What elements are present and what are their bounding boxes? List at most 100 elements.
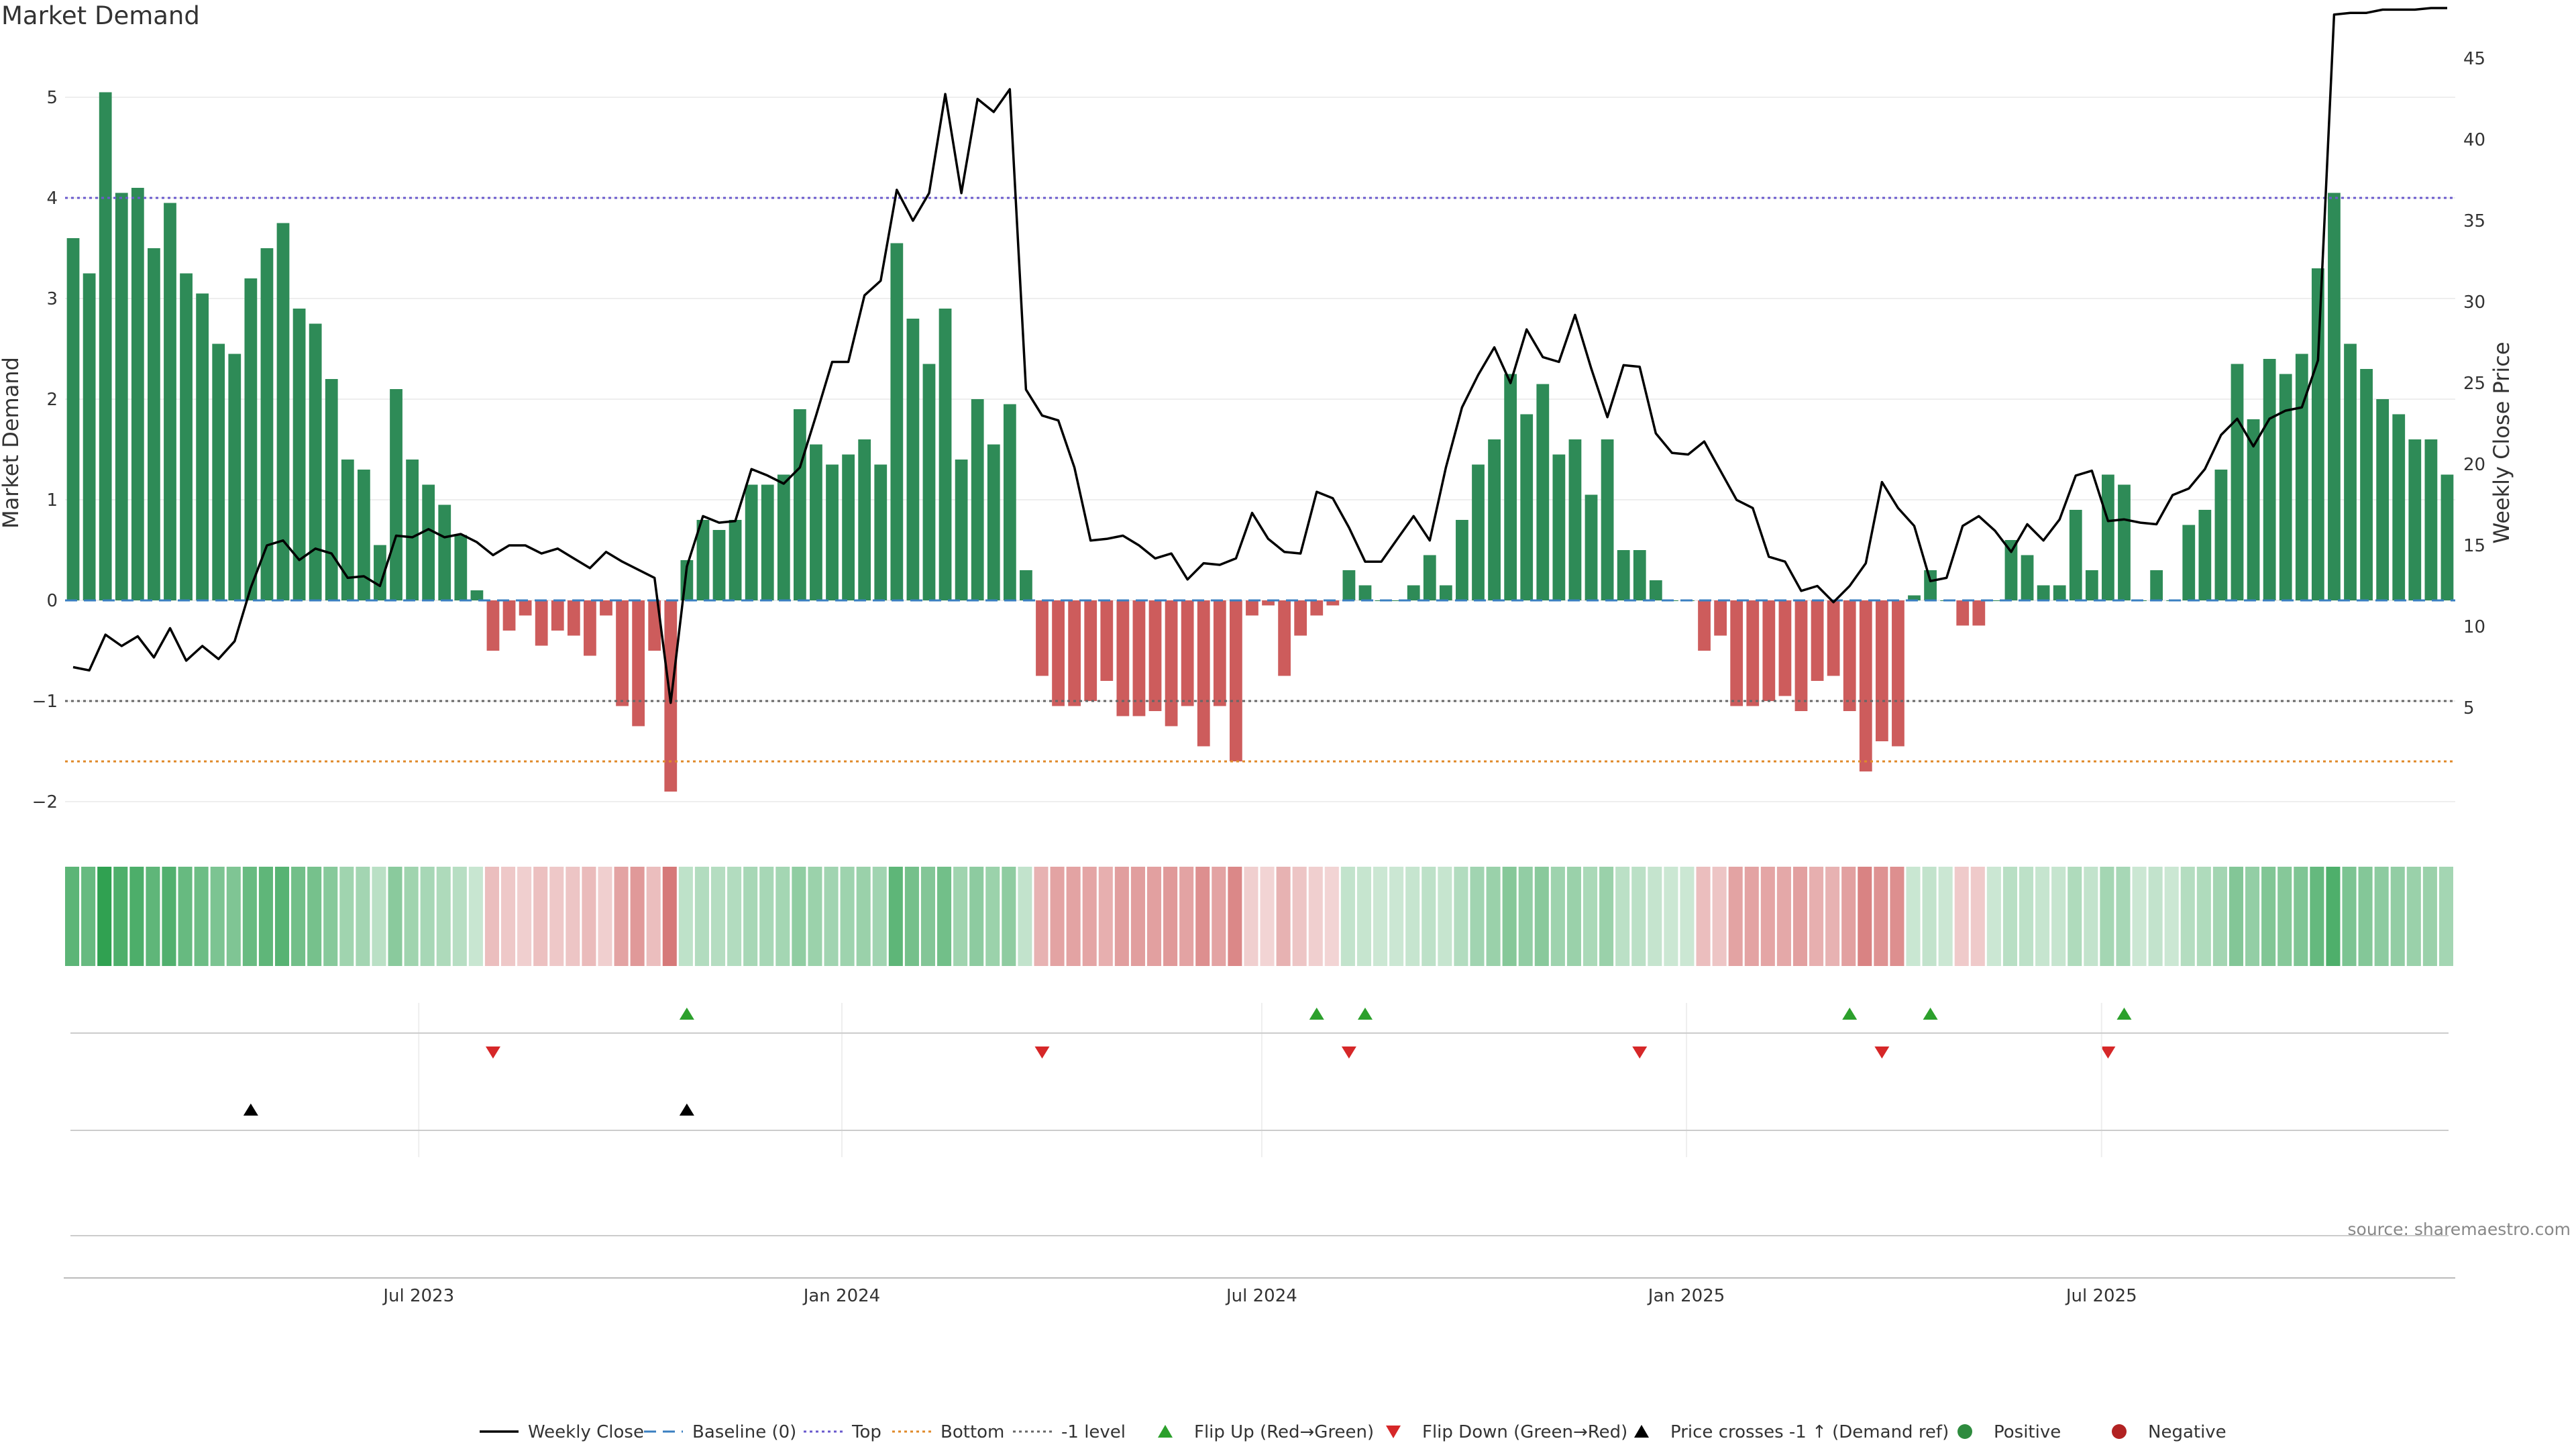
heat-cell	[1599, 867, 1614, 966]
grid-layer	[65, 97, 2455, 802]
heat-cell	[953, 867, 968, 966]
demand-bar	[390, 389, 402, 600]
demand-bar	[325, 379, 338, 600]
demand-bar	[164, 203, 176, 600]
demand-bar	[2053, 585, 2066, 600]
demand-bar	[1358, 585, 1372, 600]
heat-cell	[113, 867, 128, 966]
demand-bar	[2069, 510, 2082, 600]
heat-cell	[743, 867, 758, 966]
left-y-tick-label: 3	[46, 289, 58, 309]
heat-cell	[194, 867, 209, 966]
heat-cell	[1292, 867, 1307, 966]
heat-cell	[1712, 867, 1727, 966]
heat-cell	[501, 867, 516, 966]
heat-cell	[323, 867, 338, 966]
demand-bar	[1439, 585, 1452, 600]
heat-cell	[1809, 867, 1824, 966]
right-y-axis-label: Weekly Close Price	[2489, 341, 2514, 543]
heat-cell	[1356, 867, 1372, 966]
heat-cell	[2116, 867, 2131, 966]
demand-bar	[422, 484, 435, 600]
demand-bar	[2085, 570, 2098, 600]
heat-cell	[242, 867, 257, 966]
demand-bar	[2295, 354, 2308, 600]
heat-cell	[162, 867, 176, 966]
legend-label: Negative	[2148, 1422, 2226, 1442]
heat-cell	[1098, 867, 1113, 966]
demand-bar	[1456, 520, 1468, 600]
heat-cell	[2374, 867, 2389, 966]
demand-bar	[2231, 364, 2244, 600]
heat-cell	[1470, 867, 1485, 966]
demand-bar	[148, 248, 160, 600]
demand-bar	[1294, 600, 1307, 636]
demand-bar	[1536, 384, 1550, 600]
right-y-tick-label: 15	[2463, 536, 2485, 556]
heat-cell	[2019, 867, 2034, 966]
heat-cell	[1212, 867, 1226, 966]
heat-cell	[2438, 867, 2453, 966]
legend-label: Price crosses -1 ↑ (Demand ref)	[1670, 1422, 1949, 1442]
demand-bar	[1084, 600, 1097, 701]
demand-bar	[826, 464, 839, 600]
heat-cell	[598, 867, 612, 966]
demand-bar	[66, 238, 80, 600]
demand-bar	[2182, 525, 2196, 600]
heat-cell	[1970, 867, 1985, 966]
heat-cell	[1680, 867, 1695, 966]
heat-cell	[2002, 867, 2017, 966]
heat-cell	[710, 867, 726, 966]
heat-cell	[2051, 867, 2066, 966]
heat-cell	[969, 867, 984, 966]
demand-bar	[712, 530, 726, 600]
left-y-tick-label: 4	[46, 189, 58, 209]
demand-bar	[2247, 419, 2260, 600]
demand-heat-strip	[65, 867, 2453, 966]
heat-cell	[1760, 867, 1775, 966]
heat-cell	[872, 867, 887, 966]
heat-cell	[2148, 867, 2163, 966]
x-tick-label: Jul 2024	[1225, 1286, 1297, 1306]
x-tick-label: Jul 2025	[2065, 1286, 2137, 1306]
demand-bar	[761, 484, 774, 600]
demand-bar	[1278, 600, 1291, 676]
heat-cell	[356, 867, 370, 966]
reference-lines	[65, 197, 2455, 763]
heat-cell	[1792, 867, 1808, 966]
demand-bar	[584, 600, 596, 656]
demand-bar	[1585, 494, 1598, 600]
heat-cell	[2261, 867, 2276, 966]
demand-bar	[1843, 600, 1856, 711]
legend-swatch	[2112, 1424, 2127, 1439]
legend-label: -1 level	[1061, 1422, 1126, 1442]
demand-bar	[1762, 600, 1776, 701]
demand-bar	[228, 354, 241, 600]
heat-cell	[549, 867, 564, 966]
heat-cell	[759, 867, 774, 966]
weekly-close-line	[72, 7, 2447, 704]
demand-bar	[632, 600, 645, 727]
demand-bar	[1924, 570, 1937, 600]
legend: Weekly Close Baseline (0) Top Bottom -1 leve…	[480, 1422, 2226, 1442]
heat-cell	[1986, 867, 2001, 966]
legend-label: Weekly Close	[528, 1422, 644, 1442]
heat-cell	[1906, 867, 1921, 966]
heat-cell	[1228, 867, 1242, 966]
heat-cell	[2310, 867, 2324, 966]
heat-cell	[1696, 867, 1711, 966]
demand-bar	[1326, 600, 1340, 606]
heat-cell	[1566, 867, 1581, 966]
heat-cell	[630, 867, 645, 966]
demand-bar	[1794, 600, 1808, 711]
demand-bar	[131, 188, 144, 600]
heat-cell	[840, 867, 855, 966]
heat-cell	[1890, 867, 1904, 966]
flip-up-marker	[1923, 1008, 1938, 1020]
heat-cell	[436, 867, 451, 966]
demand-bar	[2311, 268, 2324, 600]
heat-cell	[533, 867, 548, 966]
heat-cell	[1260, 867, 1275, 966]
heat-cell	[1002, 867, 1016, 966]
heat-cell	[792, 867, 806, 966]
